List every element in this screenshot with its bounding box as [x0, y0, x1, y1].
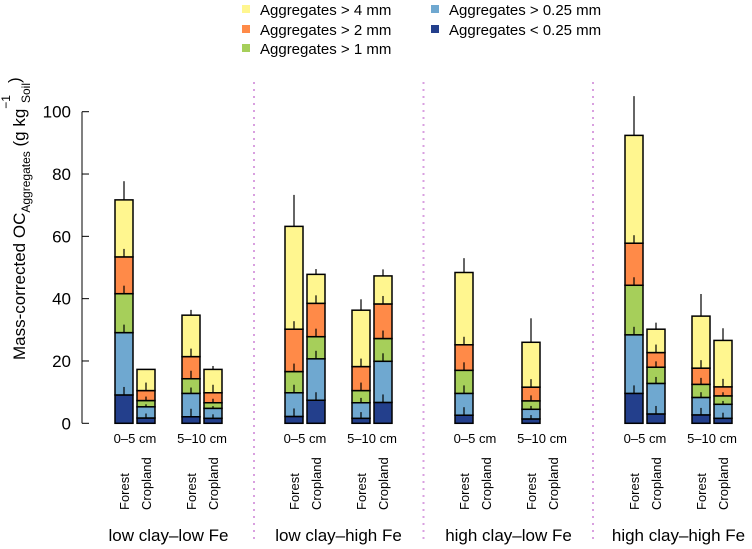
group-label: low clay–low Fe — [109, 526, 229, 545]
bar-segment — [114, 394, 134, 425]
legend-item: Aggregates < 0.25 mm — [431, 22, 601, 39]
legend-label: Aggregates > 1 mm — [260, 41, 391, 58]
y-axis: 0 20 40 60 80 100 — [43, 103, 89, 433]
bar-segment — [284, 225, 304, 330]
legend-swatch — [242, 25, 250, 33]
legend-label: Aggregates > 4 mm — [260, 2, 391, 19]
stacked-bar — [306, 269, 326, 425]
land-use-label: Cropland — [206, 457, 221, 510]
bar-segment — [114, 199, 134, 258]
bars — [114, 96, 733, 425]
y-axis-title: Mass-corrected OCAggregates (g kg−1 Soil) — [0, 77, 33, 360]
land-use-label: Cropland — [139, 457, 154, 510]
depth-label: 0–5 cm — [284, 431, 327, 446]
bar-segment — [646, 413, 666, 425]
legend-swatch — [242, 44, 250, 52]
y-tick-label: 0 — [62, 414, 71, 433]
stacked-bar — [373, 269, 393, 425]
x-labels: Forest Cropland 0–5 cm Forest Cropland 5–10 c… — [109, 431, 746, 545]
y-tick-label: 40 — [52, 290, 71, 309]
land-use-label: Forest — [184, 473, 199, 510]
y-tick-label: 80 — [52, 165, 71, 184]
legend-item: Aggregates > 2 mm — [242, 22, 391, 39]
stacked-bar — [454, 258, 474, 425]
depth-label: 5–10 cm — [517, 431, 567, 446]
stacked-bar — [646, 322, 666, 425]
land-use-label: Cropland — [716, 457, 731, 510]
bar-segment — [306, 399, 326, 425]
depth-label: 0–5 cm — [454, 431, 497, 446]
legend-label: Aggregates > 0.25 mm — [449, 2, 601, 19]
land-use-label: Forest — [354, 473, 369, 510]
y-tick-label: 60 — [52, 227, 71, 246]
bar-segment — [136, 417, 156, 425]
group-label: high clay–high Fe — [612, 526, 745, 545]
land-use-label: Forest — [117, 473, 132, 510]
bar-segment — [373, 401, 393, 425]
stacked-bar — [136, 368, 156, 425]
group-separators — [253, 82, 594, 540]
legend-item: Aggregates > 0.25 mm — [431, 2, 601, 19]
legend-item: Aggregates > 4 mm — [242, 2, 391, 19]
land-use-label: Cropland — [546, 457, 561, 510]
legend-swatch — [242, 5, 250, 13]
stacked-bar — [713, 328, 733, 425]
depth-label: 5–10 cm — [347, 431, 397, 446]
bar-segment — [624, 392, 644, 425]
stacked-bar — [351, 299, 371, 425]
bar-segment — [624, 134, 644, 244]
bar-segment — [454, 414, 474, 425]
stacked-bar — [284, 194, 304, 425]
stacked-bar — [624, 96, 644, 425]
group-label: low clay–high Fe — [275, 526, 402, 545]
land-use-label: Cropland — [479, 457, 494, 510]
y-tick-label: 20 — [52, 352, 71, 371]
stacked-bar — [691, 293, 711, 425]
stacked-bar — [521, 318, 541, 425]
depth-label: 0–5 cm — [114, 431, 157, 446]
land-use-label: Forest — [694, 473, 709, 510]
land-use-label: Cropland — [376, 457, 391, 510]
bar-segment — [114, 331, 134, 396]
depth-label: 0–5 cm — [624, 431, 667, 446]
bar-segment — [454, 271, 474, 346]
land-use-label: Forest — [524, 473, 539, 510]
legend-label: Aggregates > 2 mm — [260, 22, 391, 39]
land-use-label: Cropland — [309, 457, 324, 510]
legend-swatch — [431, 5, 439, 13]
bar-segment — [351, 309, 371, 368]
legend-item: Aggregates > 1 mm — [242, 41, 391, 58]
stacked-bar — [114, 181, 134, 425]
legend-swatch — [431, 25, 439, 33]
stacked-bar — [181, 309, 201, 425]
land-use-label: Forest — [627, 473, 642, 510]
bar-segment — [284, 415, 304, 425]
land-use-label: Cropland — [649, 457, 664, 510]
land-use-label: Forest — [457, 473, 472, 510]
bar-segment — [624, 334, 644, 395]
depth-label: 5–10 cm — [177, 431, 227, 446]
stacked-bar — [203, 365, 223, 425]
y-axis-label: Mass-corrected OCAggregates (g kg−1 Soil) — [0, 77, 33, 360]
legend: Aggregates > 4 mm Aggregates > 2 mm Aggreg… — [242, 2, 601, 58]
legend-label: Aggregates < 0.25 mm — [449, 22, 601, 39]
depth-label: 5–10 cm — [687, 431, 737, 446]
y-tick-label: 100 — [43, 103, 71, 122]
bar-segment — [181, 416, 201, 425]
land-use-label: Forest — [287, 473, 302, 510]
bar-segment — [691, 414, 711, 425]
group-label: high clay–low Fe — [445, 526, 572, 545]
